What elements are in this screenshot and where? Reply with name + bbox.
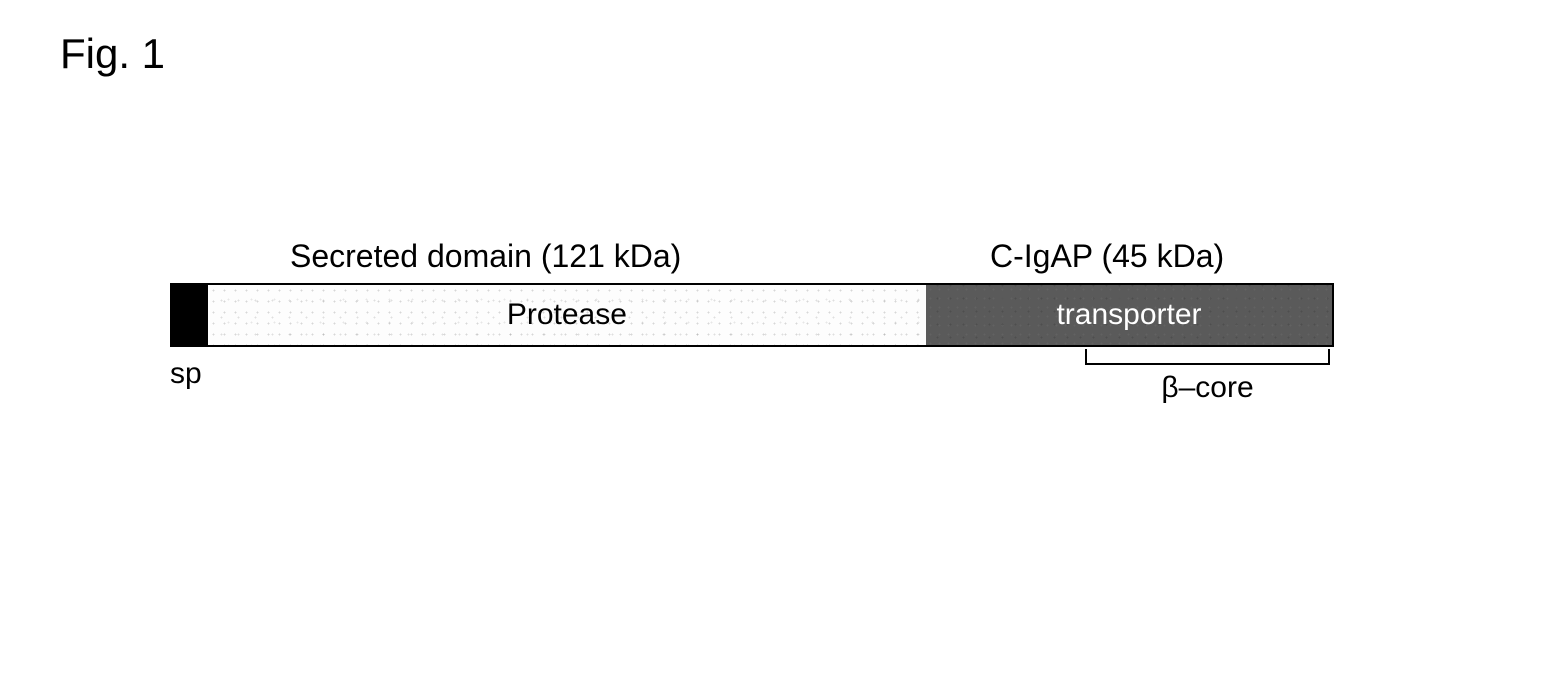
transporter-segment-label: transporter bbox=[1056, 298, 1201, 332]
domain-bar: N Protease transporter C bbox=[170, 283, 1334, 347]
beta-core-label: β–core bbox=[1085, 371, 1330, 405]
protein-domain-diagram: Secreted domain (121 kDa) C-IgAP (45 kDa… bbox=[170, 238, 1390, 437]
beta-core-bracket bbox=[1085, 349, 1330, 365]
top-labels-row: Secreted domain (121 kDa) C-IgAP (45 kDa… bbox=[170, 238, 1390, 283]
figure-title: Fig. 1 bbox=[60, 30, 1492, 78]
sp-label: sp bbox=[170, 357, 202, 391]
beta-core-bracket-group: β–core bbox=[1085, 349, 1330, 405]
protease-segment: Protease bbox=[207, 285, 926, 345]
c-igap-label: C-IgAP (45 kDa) bbox=[990, 238, 1224, 275]
transporter-segment: transporter bbox=[926, 285, 1332, 345]
secreted-domain-label: Secreted domain (121 kDa) bbox=[290, 238, 681, 275]
signal-peptide-segment bbox=[172, 285, 207, 345]
protease-segment-label: Protease bbox=[507, 298, 627, 332]
below-labels-row: sp β–core bbox=[170, 347, 1390, 437]
